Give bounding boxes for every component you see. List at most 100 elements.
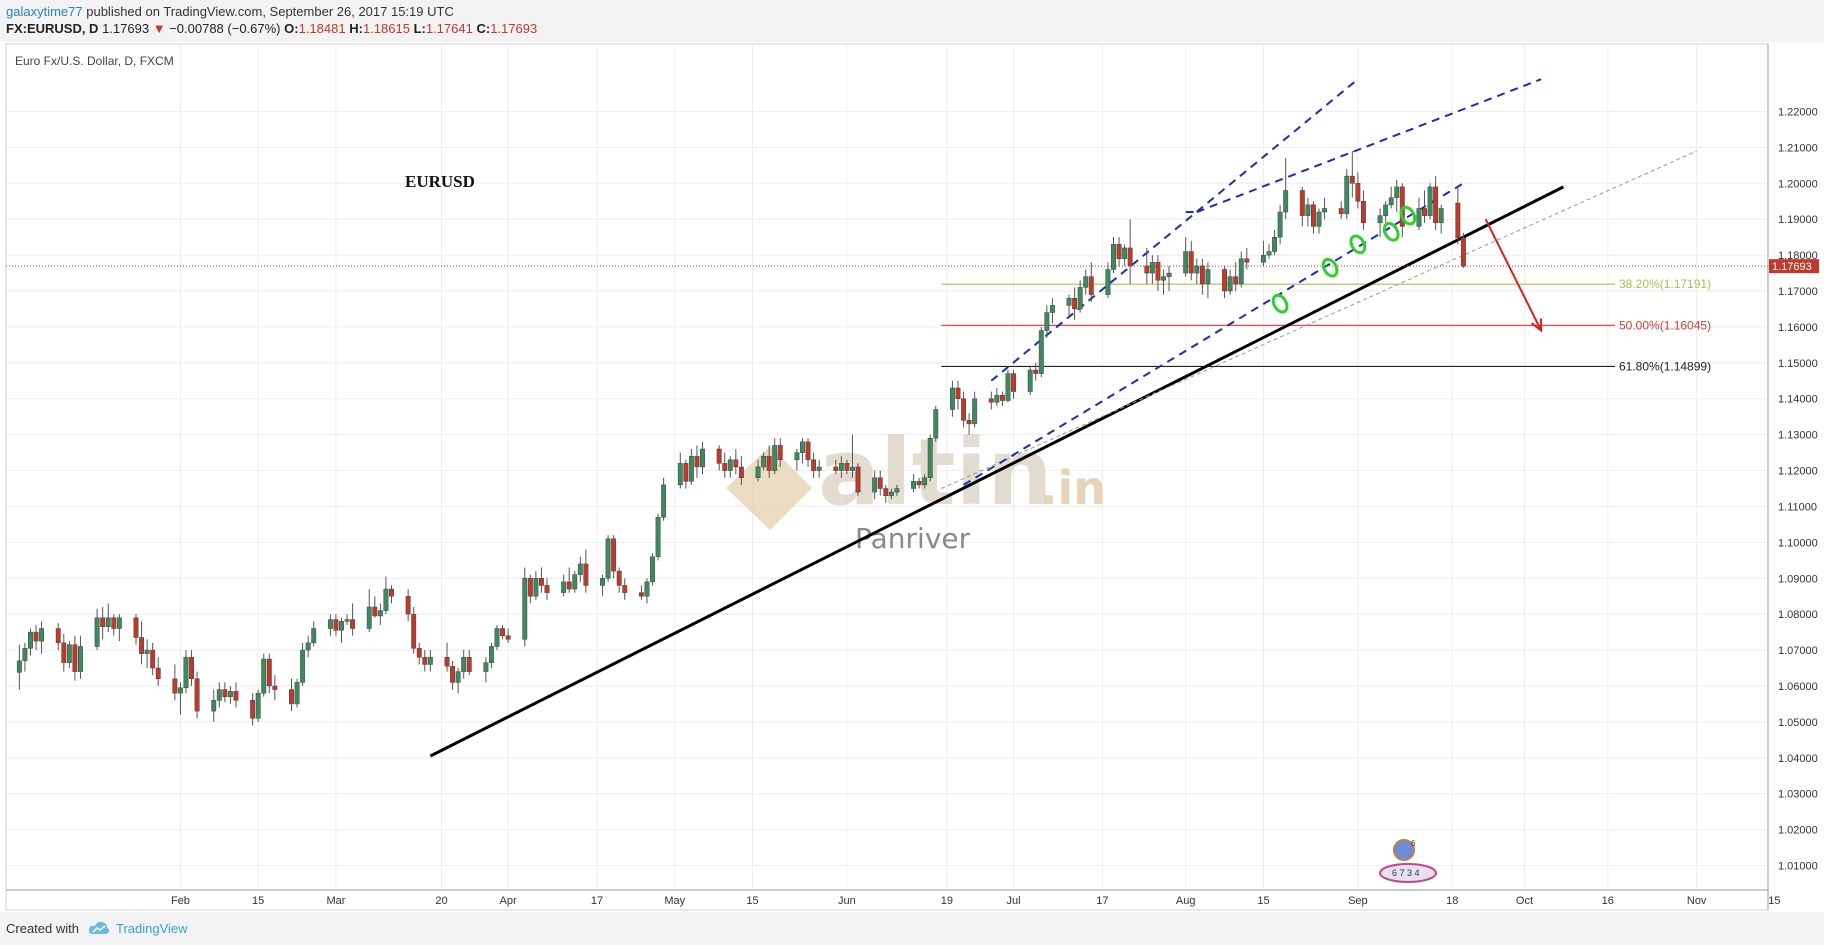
candle xyxy=(933,405,939,442)
candle-body xyxy=(1033,369,1039,374)
candle-body xyxy=(294,682,300,705)
candle-body xyxy=(1144,265,1150,274)
candle-body xyxy=(1355,183,1361,202)
time-axis[interactable]: Feb 15 Mar 20 Apr 17 May 15 Jun 19 Jul 17 Aug 15 Sep 18… xyxy=(6,889,1824,907)
candle xyxy=(1127,219,1133,284)
candle-body xyxy=(311,628,317,644)
candle xyxy=(1299,186,1305,227)
candle xyxy=(227,685,233,704)
candle-body xyxy=(28,631,33,649)
tradingview-link[interactable]: TradingView xyxy=(116,921,188,936)
candle-body xyxy=(1360,201,1366,224)
fib-label: 61.80%(1.14899) xyxy=(1619,359,1711,373)
candle-body xyxy=(222,689,228,697)
candle-body xyxy=(700,448,705,468)
candle-body xyxy=(566,581,572,590)
candle-body xyxy=(1438,208,1444,224)
candle-body xyxy=(533,578,539,597)
candle xyxy=(794,449,800,471)
candle-body xyxy=(16,660,22,673)
candle xyxy=(955,380,961,410)
candle-body xyxy=(755,466,761,478)
candle-body xyxy=(583,563,589,586)
candle-body xyxy=(616,570,622,586)
candle-body xyxy=(1383,204,1389,216)
candle xyxy=(177,682,183,715)
candle xyxy=(538,567,544,593)
price-axis[interactable]: 1.01000 1.02000 1.03000 1.04000 1.05000 1.060… xyxy=(1767,44,1818,910)
candle-body xyxy=(577,563,583,575)
candle xyxy=(1072,287,1078,320)
candle-body xyxy=(350,619,356,629)
candle-body xyxy=(1455,202,1461,239)
candle xyxy=(444,642,450,672)
highlights xyxy=(1271,205,1417,314)
candle-body xyxy=(1011,373,1016,392)
event-flags-icon[interactable]: 6 6 7 3 4 xyxy=(1379,839,1437,883)
candle xyxy=(805,438,811,467)
candle xyxy=(144,639,150,669)
watermark-suffix: .in xyxy=(1040,461,1106,515)
candle xyxy=(655,513,661,561)
price-chart[interactable]: altin .in Panriver 38.20%(1.17191)50.00%… xyxy=(0,42,1824,912)
candle-body xyxy=(189,657,194,680)
x-tick-label: 17 xyxy=(591,895,603,907)
publish-text: published on TradingView.com, September … xyxy=(86,4,454,19)
candle xyxy=(1438,204,1444,234)
candle xyxy=(216,682,222,708)
candle-body xyxy=(1283,190,1289,213)
candle-body xyxy=(1027,369,1033,392)
candle-body xyxy=(133,617,139,638)
candle xyxy=(738,456,744,485)
candle-body xyxy=(766,455,772,471)
y-tick-label: 1.16000 xyxy=(1778,322,1818,334)
last-price: 1.17693 xyxy=(102,21,150,36)
candle-body xyxy=(650,556,655,583)
highlight-ellipse xyxy=(1271,293,1289,314)
candle-body xyxy=(605,538,611,579)
y-tick-label: 1.15000 xyxy=(1778,358,1818,370)
author-link[interactable]: galaxytime77 xyxy=(6,4,83,19)
highlight-ellipse xyxy=(1321,257,1339,278)
candle xyxy=(111,614,117,636)
candle xyxy=(605,535,611,582)
candle xyxy=(350,603,356,636)
candle-body xyxy=(1316,211,1322,227)
candle-body xyxy=(1427,186,1433,216)
candle-body xyxy=(1111,244,1116,270)
y-tick-label: 1.20000 xyxy=(1778,178,1818,190)
candle-body xyxy=(1072,297,1078,310)
candle xyxy=(911,474,917,493)
candle xyxy=(1083,269,1089,295)
candle xyxy=(1355,172,1361,209)
y-tick-label: 1.18000 xyxy=(1778,250,1818,262)
candle-body xyxy=(100,617,106,627)
candle-body xyxy=(1338,208,1344,215)
candle-body xyxy=(1066,297,1072,306)
candle xyxy=(1344,168,1350,220)
y-tick-label: 1.14000 xyxy=(1778,394,1818,406)
candle xyxy=(366,589,372,633)
candle-body xyxy=(1116,244,1122,259)
candle xyxy=(1238,251,1244,288)
candle-body xyxy=(266,658,272,687)
candle xyxy=(1033,362,1039,381)
candle-body xyxy=(1244,258,1250,263)
candle-body xyxy=(949,387,955,410)
candle-body xyxy=(727,459,733,471)
candle xyxy=(949,380,955,417)
tradingview-cloud-icon[interactable] xyxy=(88,920,110,936)
candle-body xyxy=(1044,312,1050,331)
candle-body xyxy=(22,648,28,662)
candle xyxy=(172,664,178,701)
candle xyxy=(194,671,200,719)
candle-body xyxy=(144,649,150,654)
candle xyxy=(289,678,294,712)
candle xyxy=(294,678,300,708)
y-tick-label: 1.19000 xyxy=(1778,214,1818,226)
x-tick-label: Sep xyxy=(1348,895,1368,907)
candle-body xyxy=(488,646,494,663)
candle xyxy=(833,459,839,475)
candle-body xyxy=(611,538,617,572)
candle xyxy=(616,567,622,593)
